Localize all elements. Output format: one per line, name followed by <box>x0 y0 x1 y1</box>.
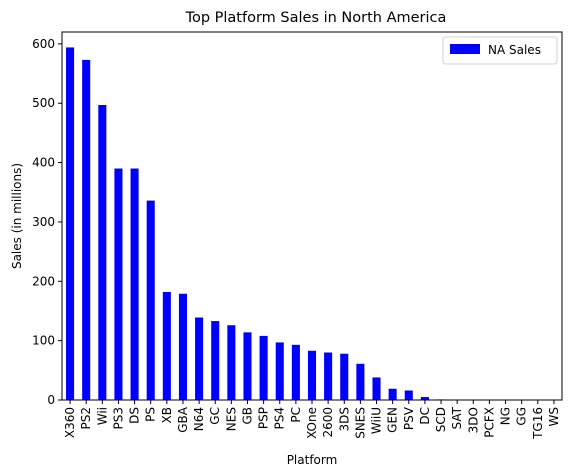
legend: NA Sales <box>442 36 558 65</box>
bar-gc <box>211 321 220 400</box>
x-tick-label: NES <box>224 407 238 431</box>
x-tick-label: PC <box>289 407 303 423</box>
x-tick-label: DC <box>418 407 432 425</box>
x-tick-label: XB <box>160 407 174 423</box>
y-axis-label: Sales (in millions) <box>10 163 24 269</box>
x-tick-label: WS <box>547 407 561 426</box>
chart-title: Top Platform Sales in North America <box>185 10 447 26</box>
y-tick-label: 400 <box>32 156 55 170</box>
x-tick-label: Wii <box>95 407 109 425</box>
bar-ps2 <box>82 59 91 400</box>
y-tick-label: 100 <box>32 334 55 348</box>
x-axis-label: Platform <box>287 453 338 467</box>
x-tick-label: WiiU <box>370 407 384 434</box>
x-tick-label: PS2 <box>79 407 93 430</box>
bar-wiiu <box>372 377 381 400</box>
bar-n64 <box>195 317 204 400</box>
x-tick-label: GEN <box>386 407 400 433</box>
x-tick-label: GB <box>240 407 254 425</box>
x-tick-label: DS <box>128 407 142 424</box>
bar-wii <box>98 105 107 400</box>
x-tick-label: NG <box>499 407 513 425</box>
y-tick-label: 300 <box>32 215 55 229</box>
x-tick-label: SCD <box>434 407 448 432</box>
legend-box <box>442 36 558 65</box>
bar-dc <box>420 397 429 400</box>
bar-ps3 <box>114 168 123 400</box>
bar-gen <box>388 388 397 400</box>
bar-psp <box>259 335 268 400</box>
y-axis: 0 100 200 300 400 500 600 <box>32 37 62 407</box>
x-tick-label: SNES <box>353 407 367 439</box>
legend-label: NA Sales <box>488 43 541 57</box>
y-tick-label: 600 <box>32 37 55 51</box>
bar-xb <box>162 291 171 400</box>
x-tick-label: 3DS <box>337 407 351 432</box>
x-tick-label: PS3 <box>111 407 125 430</box>
bar-nes <box>227 325 236 400</box>
bars-group <box>66 47 462 401</box>
bar-3ds <box>340 353 349 400</box>
x-tick-label: GBA <box>176 406 190 433</box>
bar-snes <box>356 363 365 400</box>
bar-ps4 <box>275 342 284 400</box>
x-tick-label: N64 <box>192 407 206 431</box>
bar-gba <box>178 293 187 400</box>
bar-xone <box>307 350 317 400</box>
bar-ps <box>146 200 155 400</box>
x-tick-label: PS4 <box>273 407 287 430</box>
x-tick-label: PCFX <box>482 407 496 438</box>
bar-2600 <box>324 352 333 400</box>
x-tick-label: PSV <box>402 406 416 430</box>
x-tick-label: PSP <box>257 407 271 429</box>
x-tick-label: XOne <box>305 407 319 439</box>
x-tick-label: SAT <box>450 406 464 429</box>
x-tick-label: TG16 <box>531 407 545 440</box>
bar-ds <box>130 168 139 400</box>
y-tick-label: 0 <box>47 393 55 407</box>
x-tick-label: 2600 <box>321 407 335 438</box>
y-tick-label: 200 <box>32 274 55 288</box>
x-tick-label: X360 <box>63 407 77 438</box>
x-tick-label: PS <box>144 407 158 422</box>
bar-x360 <box>66 47 75 401</box>
x-tick-label: 3DO <box>466 407 480 433</box>
bar-gb <box>243 332 252 400</box>
bar-psv <box>404 390 413 400</box>
x-tick-label: GC <box>208 407 222 425</box>
x-tick-label: GG <box>515 407 529 426</box>
plot-frame <box>61 31 563 401</box>
x-axis: X360 PS2 Wii PS3 DS PS XB GBA N64 GC NES GB PSP PS4 PC… <box>63 400 561 440</box>
bar-pc <box>291 344 300 400</box>
y-tick-label: 500 <box>32 96 55 110</box>
legend-swatch <box>450 44 480 54</box>
